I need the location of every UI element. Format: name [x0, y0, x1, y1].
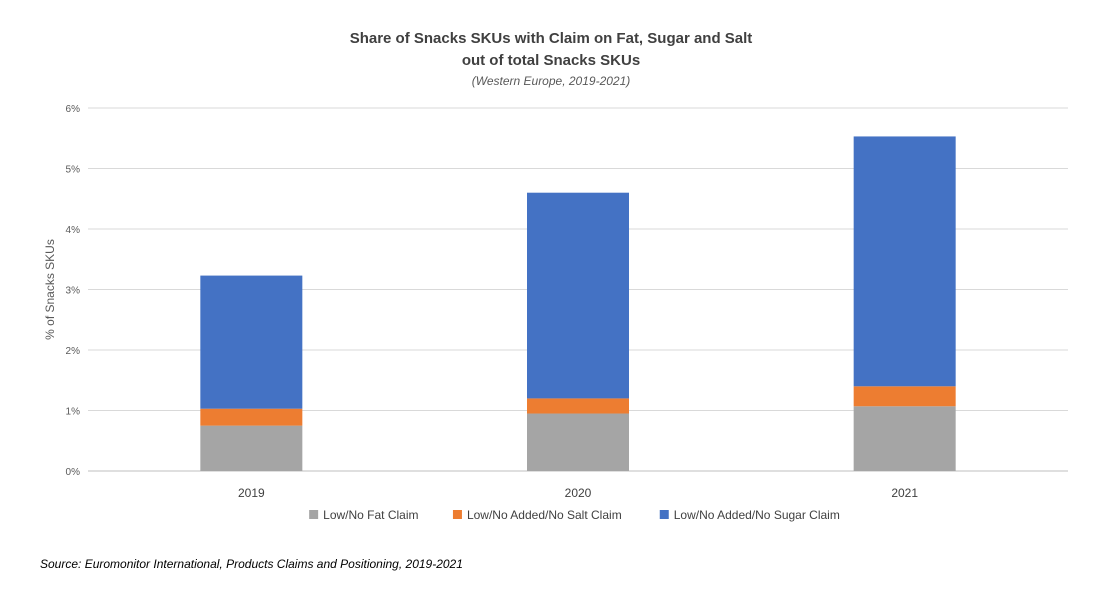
bar-2020-series-1	[527, 398, 629, 414]
stacked-bar-chart: 0% 1% 2% 3% 4% 5% 6% % of Snacks SKUs 2019 2020 20…	[43, 104, 1068, 522]
y-axis-label: % of Snacks SKUs	[43, 239, 57, 340]
y-tick-label-2: 2%	[66, 346, 81, 357]
y-tick-label-4: 4%	[66, 225, 81, 236]
bar-2020-series-2	[527, 192, 629, 399]
bar-2019-series-0	[200, 425, 303, 471]
chart-title-line-2: out of total Snacks SKUs	[461, 52, 641, 69]
bar-2020-series-0	[527, 413, 629, 471]
source-note: Source: Euromonitor International, Produ…	[40, 557, 463, 571]
legend-label-1: Low/No Added/No Salt Claim	[467, 508, 622, 522]
bar-2021-series-1	[853, 386, 956, 407]
chart-title-line-1: Share of Snacks SKUs with Claim on Fat, …	[349, 30, 753, 47]
chart-title-block: Share of Snacks SKUs with Claim on Fat, …	[0, 28, 1102, 90]
x-tick-label-2019: 2019	[238, 486, 265, 500]
x-tick-label-2020: 2020	[565, 486, 592, 500]
y-tick-label-6: 6%	[66, 104, 81, 115]
y-tick-label-1: 1%	[66, 407, 81, 418]
bar-2019-series-1	[200, 408, 303, 426]
chart-subtitle: (Western Europe, 2019-2021)	[471, 74, 631, 88]
legend-swatch-0	[309, 510, 319, 519]
bar-2019-series-2	[200, 275, 303, 409]
y-tick-label-3: 3%	[66, 286, 81, 297]
y-tick-label-5: 5%	[66, 165, 81, 176]
legend-swatch-2	[659, 510, 669, 519]
bar-2021-series-2	[853, 136, 956, 387]
bar-2021-series-0	[853, 406, 956, 471]
x-tick-label-2021: 2021	[891, 486, 918, 500]
y-tick-label-0: 0%	[66, 467, 81, 478]
legend-label-0: Low/No Fat Claim	[323, 508, 418, 522]
legend-label-2: Low/No Added/No Sugar Claim	[674, 508, 840, 522]
legend-swatch-1	[452, 510, 462, 519]
